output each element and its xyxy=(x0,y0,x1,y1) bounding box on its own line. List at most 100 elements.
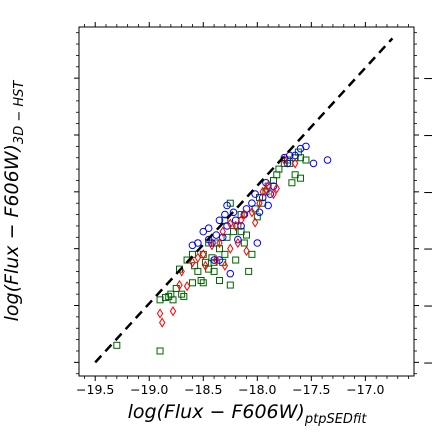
data-point-diamond xyxy=(248,207,256,218)
data-point-diamond xyxy=(237,215,245,226)
y-tick-label: −19.5 xyxy=(423,355,432,370)
data-point-square xyxy=(215,245,223,253)
data-point-circle xyxy=(258,193,267,202)
x-tick-label: −17.5 xyxy=(292,382,330,397)
data-point-square xyxy=(194,267,202,275)
data-point-square xyxy=(210,267,218,275)
data-point-circle xyxy=(302,142,310,151)
data-point-diamond xyxy=(241,209,248,220)
data-point-square xyxy=(215,277,223,285)
data-point-square xyxy=(180,292,188,300)
data-point-circle xyxy=(242,205,251,213)
y-tick-label: −17.0 xyxy=(423,71,432,86)
data-point-diamond xyxy=(169,306,177,317)
data-point-square xyxy=(197,277,205,285)
data-point-square xyxy=(156,296,164,304)
data-point-square xyxy=(169,296,177,304)
y-tick-label: −18.0 xyxy=(423,184,432,199)
data-point-circle xyxy=(255,208,264,217)
data-point-circle xyxy=(285,151,294,160)
data-point-square xyxy=(288,179,296,187)
data-point-circle xyxy=(253,239,262,247)
data-point-circle xyxy=(264,201,272,210)
data-point-circle xyxy=(309,159,318,168)
x-tick-label: −19.0 xyxy=(130,382,168,397)
data-point-diamond xyxy=(189,257,196,268)
data-point-circle xyxy=(323,156,332,164)
data-point-circle xyxy=(266,190,275,198)
data-point-diamond xyxy=(227,243,234,254)
data-point-square xyxy=(223,233,231,241)
data-point-diamond xyxy=(194,252,202,263)
data-point-diamond xyxy=(219,226,226,237)
data-point-square xyxy=(221,250,229,258)
data-point-diamond xyxy=(183,281,191,292)
data-point-square xyxy=(113,341,121,349)
data-point-diamond xyxy=(221,260,229,271)
plot-area-frame xyxy=(78,26,415,377)
data-point-diamond xyxy=(213,254,220,266)
data-point-square xyxy=(232,256,240,264)
data-point-diamond xyxy=(200,249,207,260)
data-point-circle xyxy=(248,199,256,208)
data-point-square xyxy=(253,213,261,221)
x-axis-label: log(Flux − F606W)ptpSEDfit xyxy=(128,401,368,427)
data-point-square xyxy=(297,174,305,182)
data-point-circle xyxy=(229,208,238,217)
data-point-circle xyxy=(194,239,202,247)
data-point-square xyxy=(178,290,186,298)
data-point-square xyxy=(237,211,245,219)
data-point-diamond xyxy=(202,260,209,271)
data-point-circle xyxy=(215,216,224,225)
data-point-diamond xyxy=(234,237,242,249)
data-point-diamond xyxy=(227,218,234,229)
data-point-diamond xyxy=(243,245,250,257)
data-point-diamond xyxy=(291,158,299,169)
data-point-circle xyxy=(251,190,259,198)
data-point-diamond xyxy=(270,188,277,200)
data-point-circle xyxy=(215,256,224,264)
data-point-square xyxy=(302,156,310,164)
x-tick-label: −17.0 xyxy=(346,382,384,397)
data-point-circle xyxy=(234,235,242,244)
y-tick-label: −18.5 xyxy=(423,241,432,256)
data-point-diamond xyxy=(262,184,270,195)
data-point-diamond xyxy=(273,183,280,194)
data-point-square xyxy=(156,347,164,355)
data-point-square xyxy=(245,267,253,275)
data-point-diamond xyxy=(156,308,164,319)
data-point-circle xyxy=(226,269,235,278)
data-point-square xyxy=(201,258,209,266)
data-point-diamond xyxy=(256,198,263,209)
one-to-one-reference-line xyxy=(94,37,394,364)
data-point-square xyxy=(275,165,283,173)
data-point-diamond xyxy=(216,237,223,249)
data-point-diamond xyxy=(251,217,259,228)
data-point-square xyxy=(226,281,234,289)
x-tick-label: −18.0 xyxy=(238,382,276,397)
data-point-circle xyxy=(223,222,231,230)
data-point-circle xyxy=(204,224,213,233)
x-tick-label: −18.5 xyxy=(184,382,222,397)
data-point-circle xyxy=(218,233,227,242)
data-point-square xyxy=(237,228,245,236)
y-tick-label: −17.5 xyxy=(423,127,432,142)
x-tick-label: −19.5 xyxy=(76,382,114,397)
data-point-square xyxy=(199,279,207,287)
data-point-circle xyxy=(221,210,229,219)
data-point-square xyxy=(240,239,248,247)
data-point-circle xyxy=(210,256,218,264)
data-point-diamond xyxy=(159,317,166,328)
data-point-circle xyxy=(199,227,208,236)
y-axis-label: log(Flux − F606W)3D − HST xyxy=(1,80,27,322)
data-point-diamond xyxy=(232,220,239,232)
data-point-diamond xyxy=(176,279,183,291)
data-point-square xyxy=(248,250,256,258)
data-point-circle xyxy=(204,235,213,244)
data-point-square xyxy=(188,279,196,287)
y-tick-label: −19.0 xyxy=(423,298,432,313)
data-point-circle xyxy=(223,201,231,210)
data-point-diamond xyxy=(208,240,216,251)
data-points-layer xyxy=(113,142,332,355)
